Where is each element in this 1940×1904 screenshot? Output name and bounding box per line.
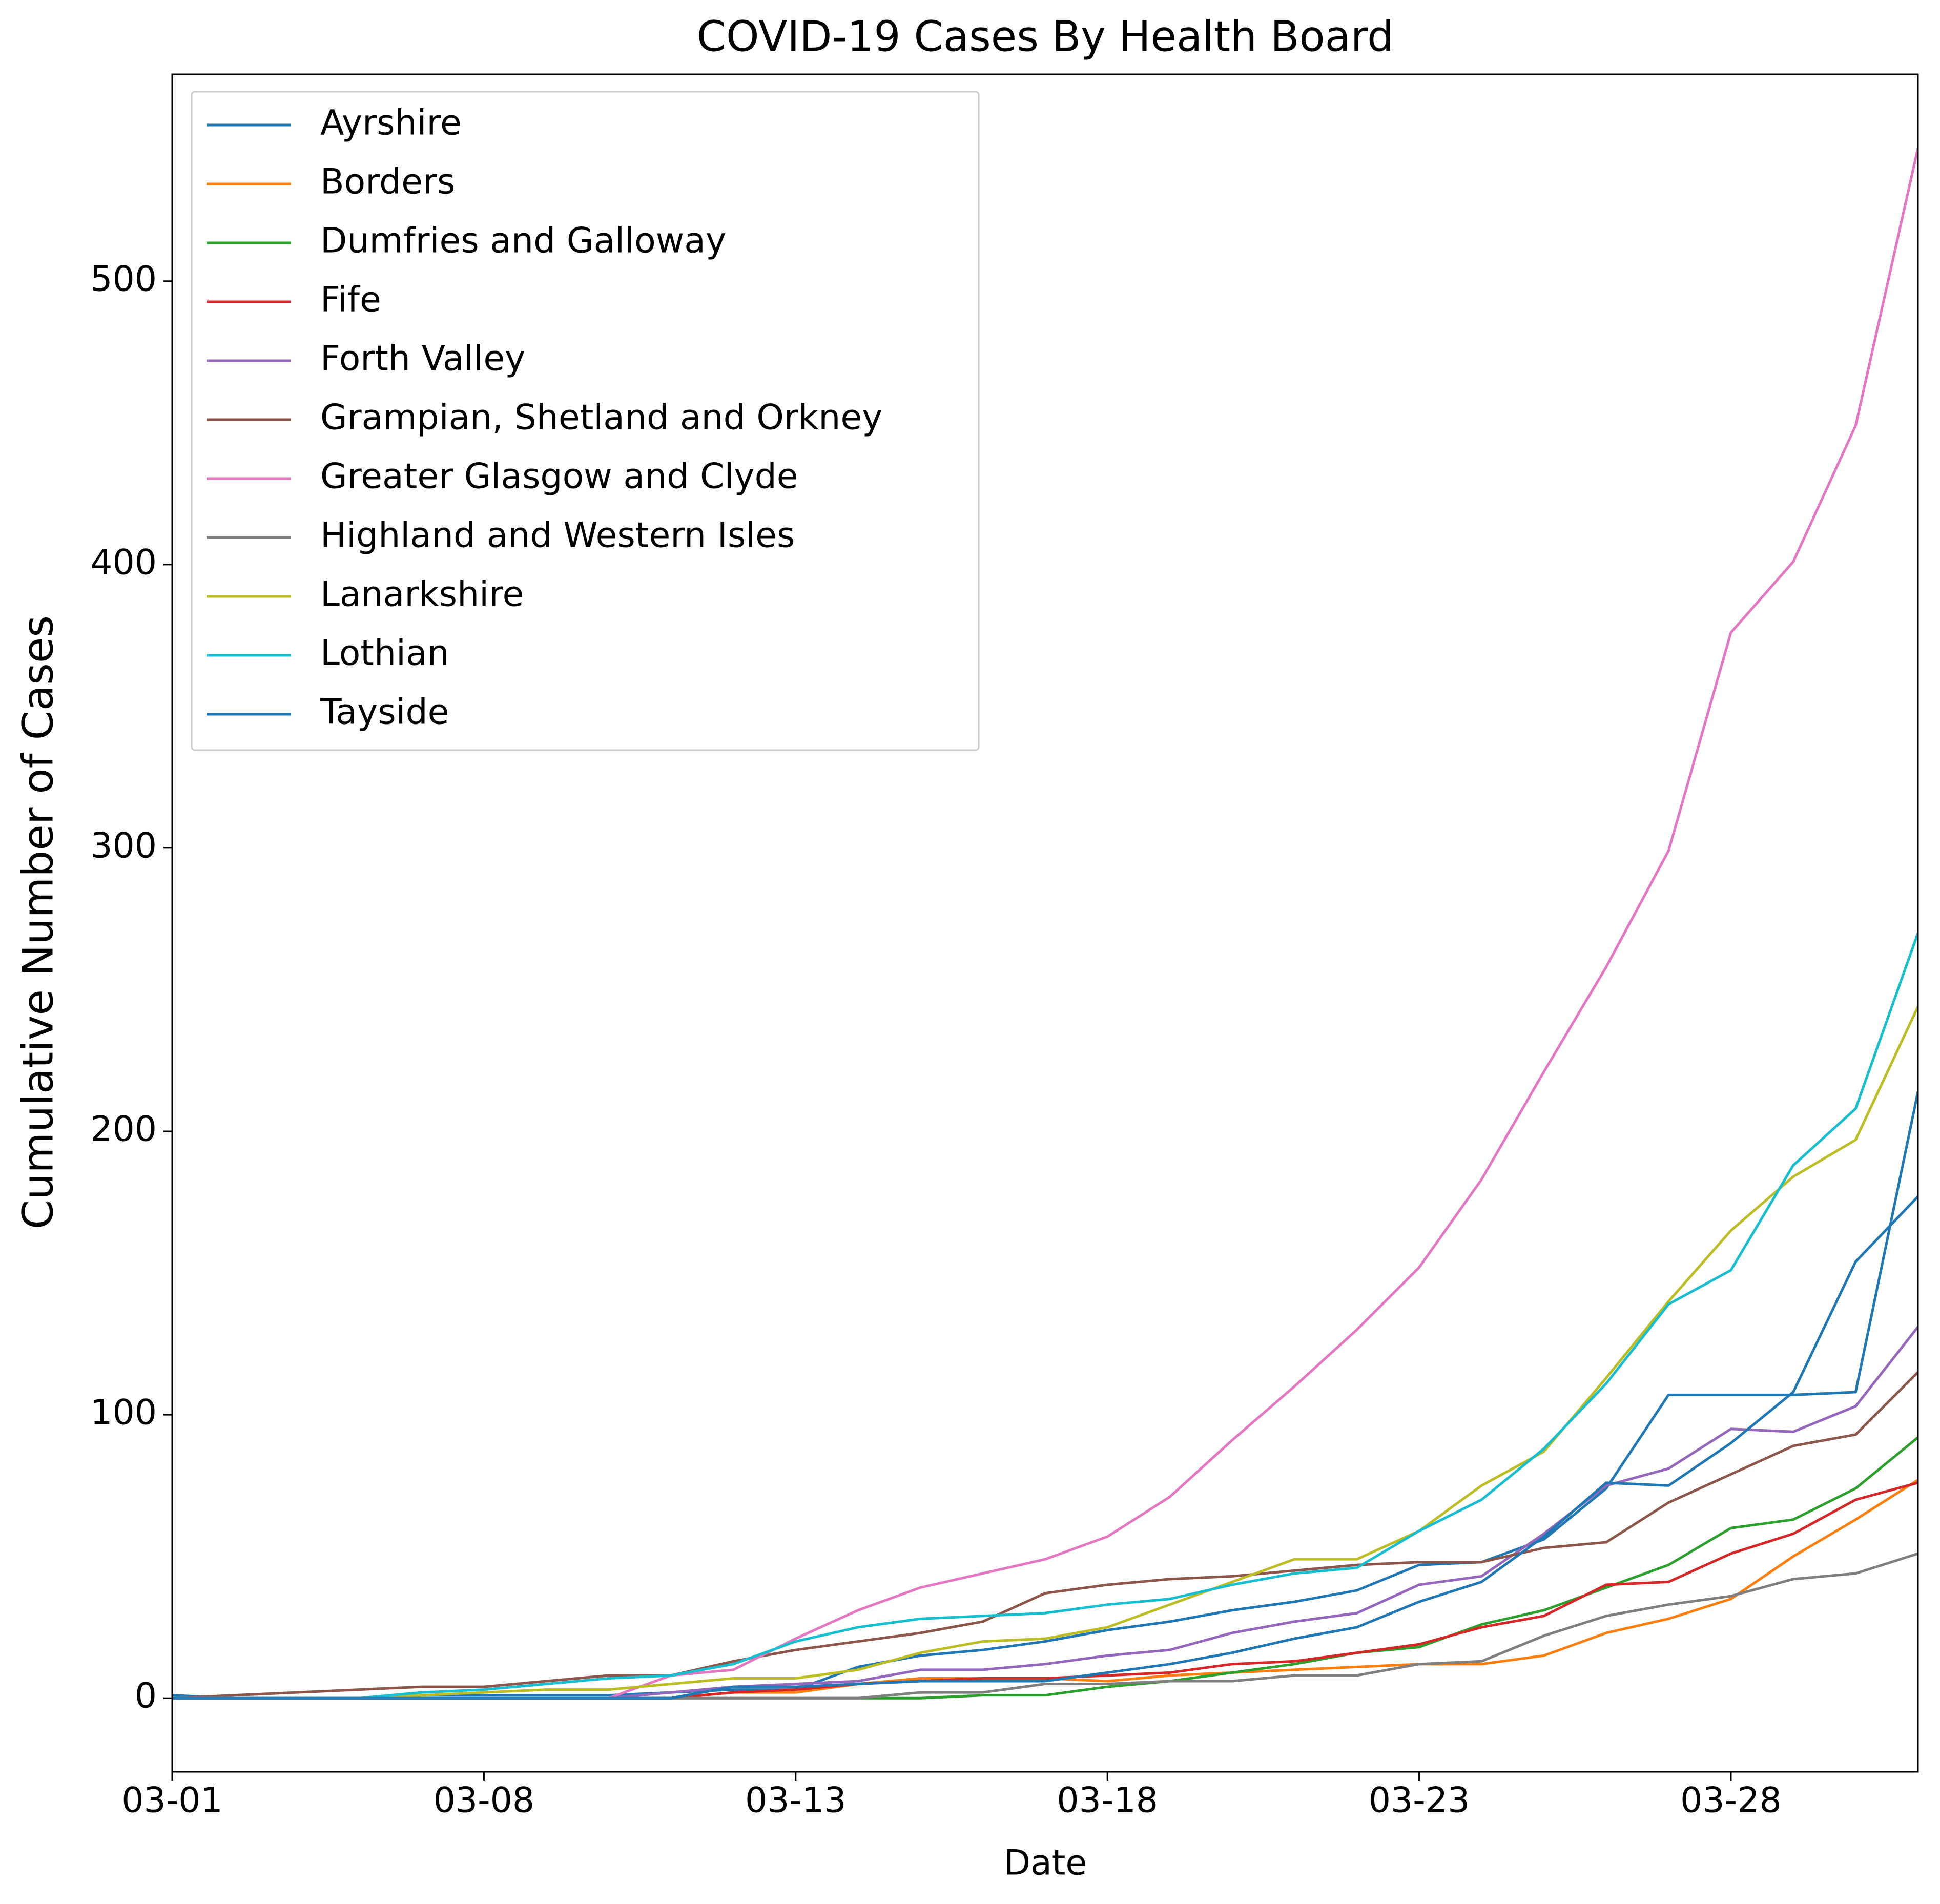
series-line bbox=[172, 1371, 1918, 1700]
legend-label: Lanarkshire bbox=[320, 574, 524, 615]
legend-label: Highland and Western Isles bbox=[320, 515, 795, 556]
y-tick-label: 300 bbox=[90, 825, 157, 866]
legend-label: Dumfries and Galloway bbox=[320, 221, 726, 261]
x-tick-label: 03-01 bbox=[121, 1781, 223, 1821]
plot-frame bbox=[171, 73, 1919, 1773]
y-tick-label: 400 bbox=[90, 542, 157, 583]
y-tick-label: 500 bbox=[90, 259, 157, 299]
legend-label: Ayrshire bbox=[320, 103, 462, 143]
y-tick-label: 100 bbox=[90, 1393, 157, 1433]
x-axis-label: Date bbox=[1004, 1843, 1087, 1884]
x-tick-label: 03-08 bbox=[434, 1781, 535, 1821]
legend-box bbox=[191, 91, 980, 751]
legend-label: Greater Glasgow and Clyde bbox=[320, 457, 798, 497]
y-axis-label: Cumulative Number of Cases bbox=[14, 615, 63, 1229]
legend-label: Grampian, Shetland and Orkney bbox=[320, 398, 882, 438]
series-line bbox=[172, 1195, 1918, 1700]
series-line bbox=[172, 1552, 1918, 1700]
series-line bbox=[172, 1436, 1918, 1700]
x-tick-label: 03-18 bbox=[1057, 1781, 1158, 1821]
x-tick-label: 03-28 bbox=[1680, 1781, 1782, 1821]
legend-label: Lothian bbox=[320, 633, 449, 674]
legend-label: Borders bbox=[320, 162, 455, 202]
series-line bbox=[172, 1091, 1918, 1700]
legend-label: Fife bbox=[320, 280, 381, 320]
legend-label: Forth Valley bbox=[320, 339, 525, 379]
legend-label: Tayside bbox=[320, 692, 449, 733]
series-line bbox=[172, 1006, 1918, 1700]
chart-title: COVID-19 Cases By Health Board bbox=[697, 12, 1394, 61]
series-line bbox=[172, 933, 1918, 1700]
x-tick-label: 03-23 bbox=[1369, 1781, 1470, 1821]
x-tick-label: 03-13 bbox=[745, 1781, 847, 1821]
series-line bbox=[172, 1481, 1918, 1700]
y-tick-label: 0 bbox=[135, 1676, 157, 1716]
y-tick-label: 200 bbox=[90, 1109, 157, 1150]
